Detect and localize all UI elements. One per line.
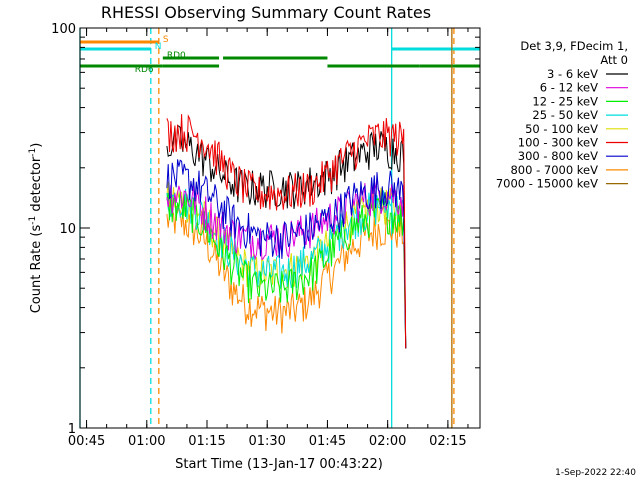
x-axis-label: Start Time (13-Jan-17 00:43:22): [175, 457, 383, 472]
plot-frame: [79, 27, 481, 429]
y-label-part1: Count Rate (s: [29, 225, 44, 314]
series-line-6: [166, 159, 407, 349]
series-line-7: [166, 202, 407, 349]
legend-header-line1: Det 3,9, FDecim 1,: [520, 39, 628, 53]
y-label-part3: ): [29, 143, 44, 148]
y-axis-label: Count Rate (s-1 detector-1): [28, 143, 44, 314]
x-tick-label-2: 01:15: [188, 434, 225, 449]
footer-date: 1-Sep-2022 22:40: [555, 468, 636, 478]
legend-label-8: 7000 - 15000 keV: [496, 177, 598, 191]
y-label-part2: detector: [29, 156, 44, 216]
x-tick-label-1: 01:00: [128, 434, 165, 449]
flag-label-S: S: [163, 35, 169, 45]
flag-label-N: N: [155, 42, 162, 52]
series-line-5: [166, 114, 407, 349]
legend-label-3: 25 - 50 keV: [532, 108, 598, 122]
legend-header-line2: Att 0: [600, 53, 628, 67]
x-tick-label-0: 00:45: [68, 434, 105, 449]
series-line-0: [166, 124, 407, 349]
plot-layer: SN RD0 RD6: [79, 28, 480, 428]
flag-label-RD0: RD0: [167, 51, 186, 61]
legend-label-1: 6 - 12 keV: [540, 81, 598, 95]
x-tick-label-4: 01:45: [309, 434, 346, 449]
legend-label-0: 3 - 6 keV: [547, 67, 598, 81]
axis-layer: 00:45 01:00 01:15 01:30 01:45 02:00 02:15 1 10 10…: [51, 22, 481, 449]
y-label-sup1: -1: [28, 216, 38, 225]
legend-label-4: 50 - 100 keV: [525, 122, 598, 136]
x-tick-label-3: 01:30: [248, 434, 285, 449]
y-label-sup2: -1: [28, 148, 38, 157]
legend-label-7: 800 - 7000 keV: [510, 163, 598, 177]
legend-label-2: 12 - 25 keV: [532, 94, 598, 108]
x-tick-label-5: 02:00: [369, 434, 406, 449]
legend-label-5: 100 - 300 keV: [518, 136, 598, 150]
y-tick-label-2: 100: [51, 22, 76, 37]
flag-label-RD6: RD6: [135, 65, 154, 75]
chart-title: RHESSI Observing Summary Count Rates: [101, 3, 431, 22]
legend-label-6: 300 - 800 keV: [518, 149, 598, 163]
y-tick-label-0: 1: [68, 422, 76, 437]
y-tick-label-1: 10: [59, 222, 76, 237]
x-tick-label-6: 02:15: [429, 434, 466, 449]
